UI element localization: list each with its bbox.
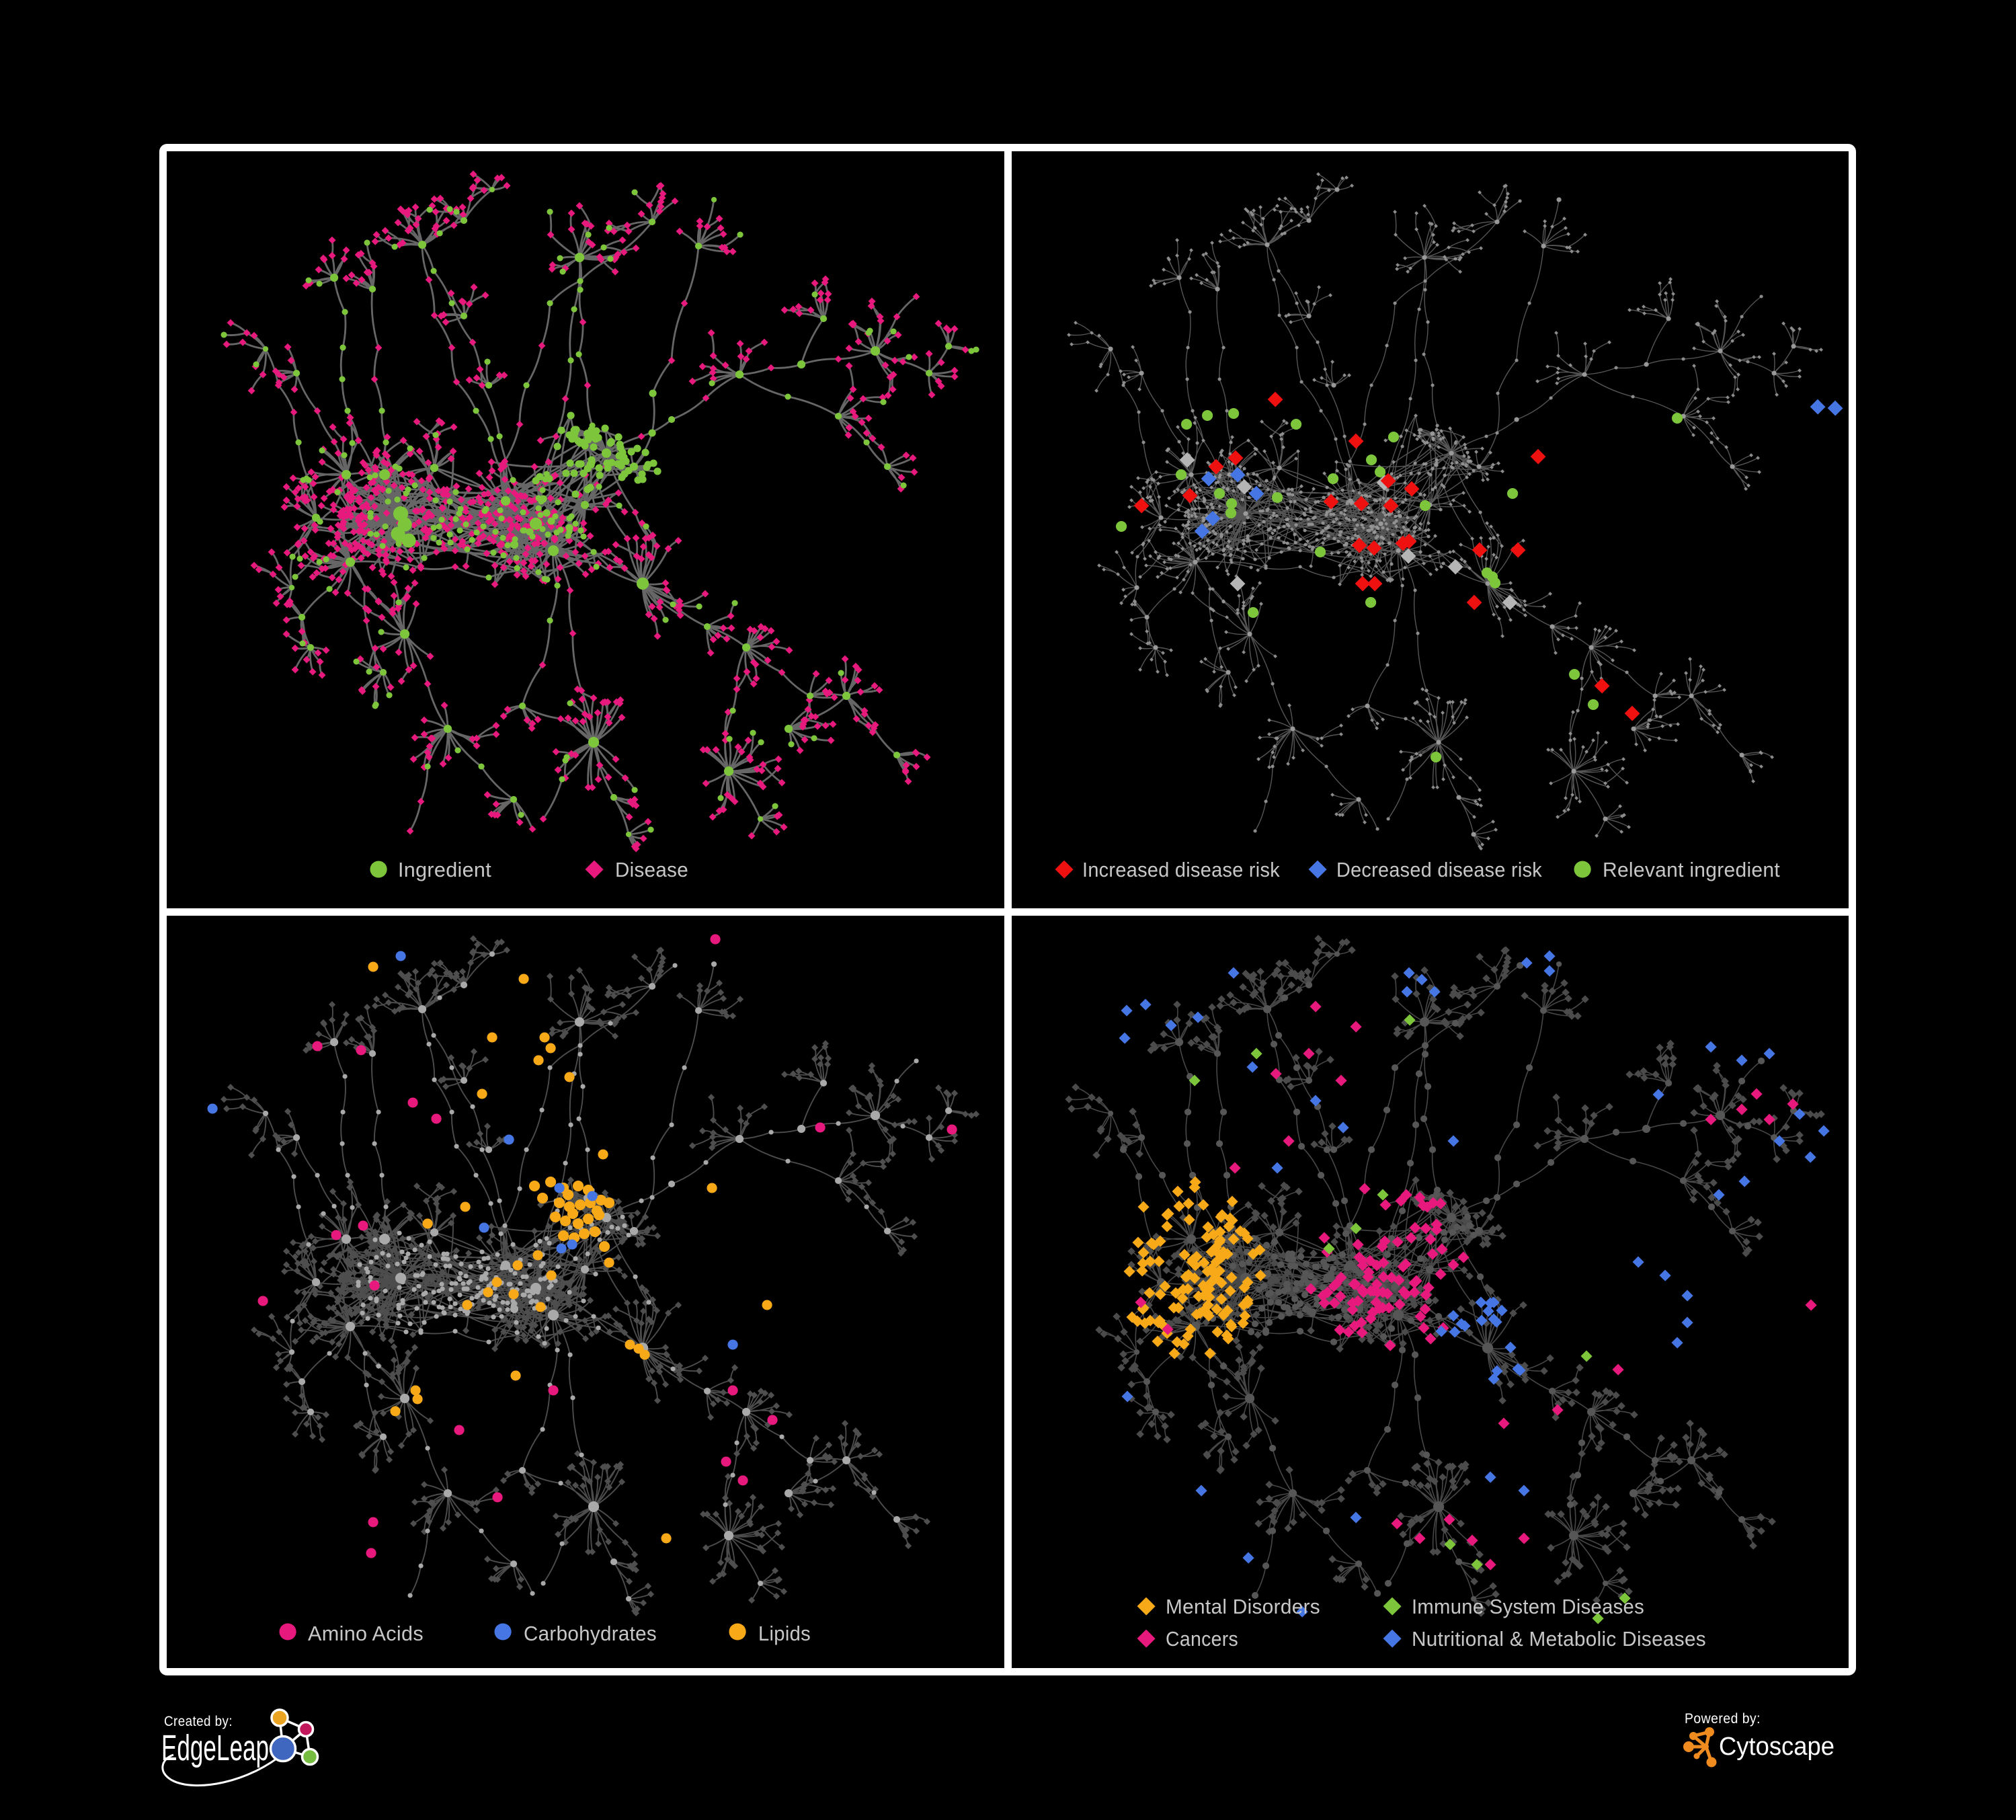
svg-text:Cytoscape: Cytoscape xyxy=(1719,1733,1834,1761)
svg-text:Amino Acids: Amino Acids xyxy=(308,1622,424,1645)
svg-text:Carbohydrates: Carbohydrates xyxy=(524,1622,657,1645)
svg-text:Ingredient: Ingredient xyxy=(398,858,491,881)
svg-text:EdgeLeap: EdgeLeap xyxy=(161,1728,269,1768)
svg-text:Cancers: Cancers xyxy=(1166,1627,1238,1651)
svg-text:Decreased disease risk: Decreased disease risk xyxy=(1336,858,1542,881)
svg-text:Relevant ingredient: Relevant ingredient xyxy=(1603,858,1780,881)
svg-text:Increased disease risk: Increased disease risk xyxy=(1082,858,1280,881)
svg-text:Immune System Diseases: Immune System Diseases xyxy=(1412,1595,1644,1618)
svg-text:Mental Disorders: Mental Disorders xyxy=(1166,1595,1320,1618)
svg-text:Created by:: Created by: xyxy=(164,1714,233,1729)
svg-text:Disease: Disease xyxy=(615,858,688,881)
svg-text:Powered by:: Powered by: xyxy=(1685,1711,1761,1727)
svg-text:Lipids: Lipids xyxy=(758,1622,811,1645)
svg-text:Nutritional & Metabolic Diseas: Nutritional & Metabolic Diseases xyxy=(1412,1627,1706,1651)
